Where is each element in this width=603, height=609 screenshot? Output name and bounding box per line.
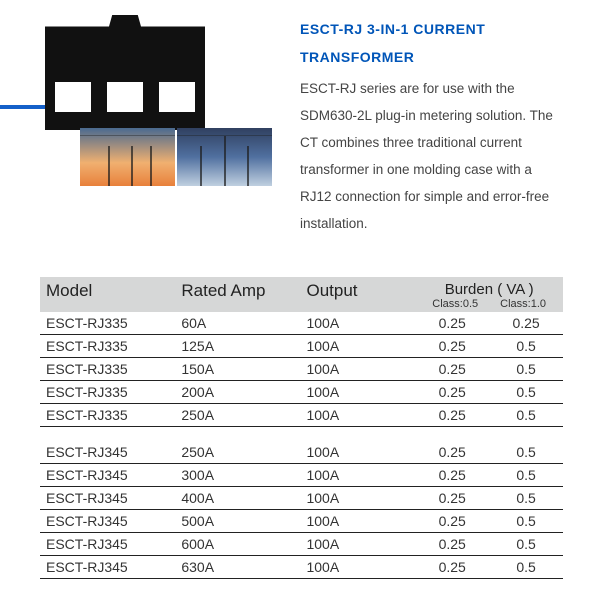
cell-rated-amp: 125A — [175, 335, 300, 358]
product-title: ESCT-RJ 3-IN-1 CURRENT TRANSFORMER — [300, 15, 563, 71]
cell-rated-amp: 250A — [175, 404, 300, 427]
cell-class05: 0.25 — [415, 358, 489, 381]
product-image — [45, 15, 205, 130]
table-row: ESCT-RJ345600A100A0.250.5 — [40, 533, 563, 556]
cell-output: 100A — [300, 335, 415, 358]
header-section: ESCT-RJ 3-IN-1 CURRENT TRANSFORMER ESCT-… — [40, 15, 563, 237]
image-column — [40, 15, 280, 237]
table-row: ESCT-RJ33560A100A0.250.25 — [40, 312, 563, 335]
photo-towers-1 — [80, 128, 175, 186]
cell-rated-amp: 500A — [175, 510, 300, 533]
cell-class10: 0.5 — [489, 381, 563, 404]
cell-class05: 0.25 — [415, 404, 489, 427]
cell-rated-amp: 630A — [175, 556, 300, 579]
cell-class10: 0.5 — [489, 533, 563, 556]
cell-model: ESCT-RJ345 — [40, 464, 175, 487]
cell-output: 100A — [300, 358, 415, 381]
cell-output: 100A — [300, 533, 415, 556]
cell-output: 100A — [300, 510, 415, 533]
col-rated-amp: Rated Amp — [175, 277, 300, 312]
cell-class05: 0.25 — [415, 381, 489, 404]
cell-model: ESCT-RJ335 — [40, 381, 175, 404]
burden-label: Burden ( VA ) — [445, 281, 534, 298]
text-column: ESCT-RJ 3-IN-1 CURRENT TRANSFORMER ESCT-… — [300, 15, 563, 237]
cell-model: ESCT-RJ345 — [40, 441, 175, 464]
cell-rated-amp: 60A — [175, 312, 300, 335]
cell-rated-amp: 300A — [175, 464, 300, 487]
table-row: ESCT-RJ335200A100A0.250.5 — [40, 381, 563, 404]
photo-towers-2 — [177, 128, 272, 186]
class05-label: Class:0.5 — [432, 298, 478, 312]
cell-class10: 0.5 — [489, 441, 563, 464]
cell-rated-amp: 150A — [175, 358, 300, 381]
cell-model: ESCT-RJ335 — [40, 335, 175, 358]
cell-class05: 0.25 — [415, 312, 489, 335]
spec-table: Model Rated Amp Output Burden ( VA ) Cla… — [40, 277, 563, 579]
cell-output: 100A — [300, 556, 415, 579]
cell-class05: 0.25 — [415, 487, 489, 510]
table-row: ESCT-RJ335125A100A0.250.5 — [40, 335, 563, 358]
cell-class10: 0.5 — [489, 335, 563, 358]
cell-class10: 0.5 — [489, 556, 563, 579]
cell-model: ESCT-RJ345 — [40, 510, 175, 533]
table-header-row: Model Rated Amp Output Burden ( VA ) Cla… — [40, 277, 563, 312]
cell-output: 100A — [300, 404, 415, 427]
col-burden: Burden ( VA ) Class:0.5 Class:1.0 — [415, 277, 563, 312]
cell-class10: 0.25 — [489, 312, 563, 335]
cell-class10: 0.5 — [489, 358, 563, 381]
cell-class10: 0.5 — [489, 487, 563, 510]
cell-rated-amp: 250A — [175, 441, 300, 464]
cell-class05: 0.25 — [415, 335, 489, 358]
cell-class05: 0.25 — [415, 556, 489, 579]
cell-class05: 0.25 — [415, 441, 489, 464]
cell-output: 100A — [300, 487, 415, 510]
cell-class05: 0.25 — [415, 464, 489, 487]
photo-strip — [80, 128, 280, 186]
cell-output: 100A — [300, 464, 415, 487]
cell-model: ESCT-RJ345 — [40, 556, 175, 579]
cell-rated-amp: 200A — [175, 381, 300, 404]
table-row: ESCT-RJ345500A100A0.250.5 — [40, 510, 563, 533]
col-output: Output — [300, 277, 415, 312]
cell-output: 100A — [300, 441, 415, 464]
table-row: ESCT-RJ345630A100A0.250.5 — [40, 556, 563, 579]
cell-rated-amp: 600A — [175, 533, 300, 556]
cell-output: 100A — [300, 312, 415, 335]
class10-label: Class:1.0 — [500, 298, 546, 312]
cell-class10: 0.5 — [489, 464, 563, 487]
table-gap-row — [40, 427, 563, 442]
cell-model: ESCT-RJ335 — [40, 404, 175, 427]
cell-class05: 0.25 — [415, 533, 489, 556]
cell-model: ESCT-RJ345 — [40, 487, 175, 510]
table-row: ESCT-RJ345300A100A0.250.5 — [40, 464, 563, 487]
table-row: ESCT-RJ335250A100A0.250.5 — [40, 404, 563, 427]
cell-class05: 0.25 — [415, 510, 489, 533]
product-description: ESCT-RJ series are for use with the SDM6… — [300, 75, 563, 237]
cell-rated-amp: 400A — [175, 487, 300, 510]
col-model: Model — [40, 277, 175, 312]
table-row: ESCT-RJ345250A100A0.250.5 — [40, 441, 563, 464]
cell-class10: 0.5 — [489, 404, 563, 427]
cell-model: ESCT-RJ335 — [40, 358, 175, 381]
table-row: ESCT-RJ335150A100A0.250.5 — [40, 358, 563, 381]
cell-output: 100A — [300, 381, 415, 404]
cell-model: ESCT-RJ345 — [40, 533, 175, 556]
cell-model: ESCT-RJ335 — [40, 312, 175, 335]
table-row: ESCT-RJ345400A100A0.250.5 — [40, 487, 563, 510]
cell-class10: 0.5 — [489, 510, 563, 533]
